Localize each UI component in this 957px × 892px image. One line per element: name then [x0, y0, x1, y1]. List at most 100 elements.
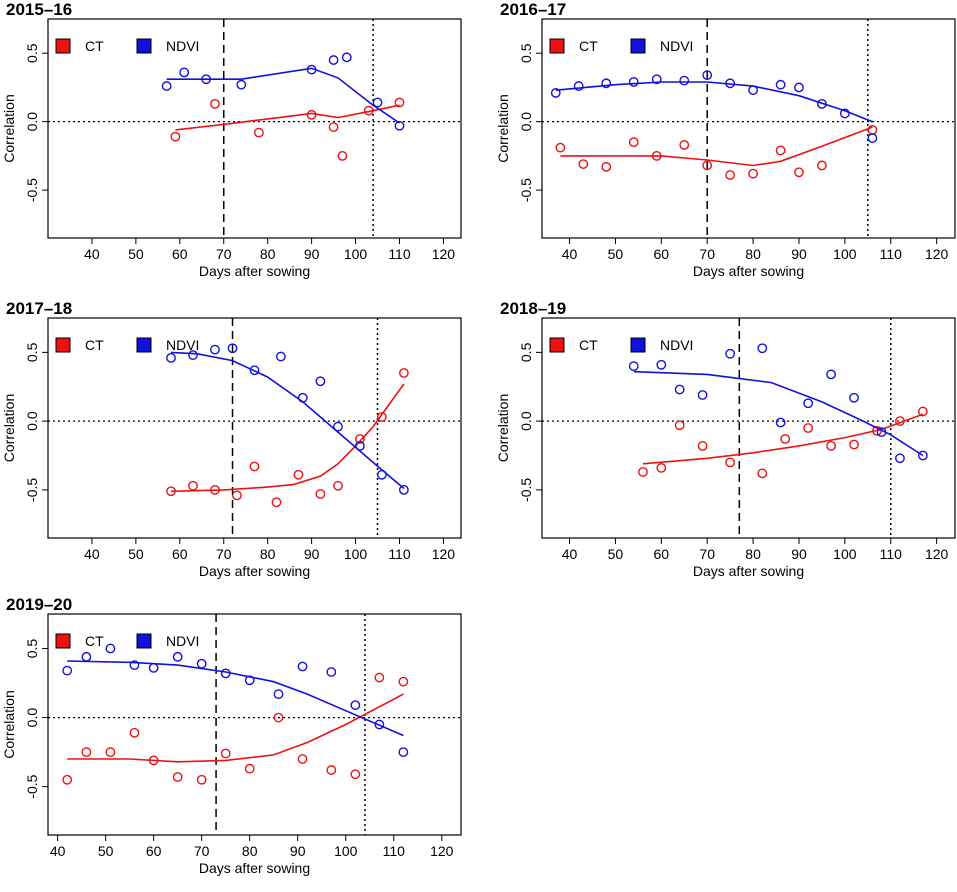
- data-point-ndvi: [697, 390, 708, 400]
- panel-4: 2018–19 40 50 60 70 80 90 100 110 120 -0.5 0.0 0.5 Da…: [495, 299, 956, 579]
- x-tick-label: 110: [388, 246, 411, 262]
- data-point-ndvi: [201, 74, 212, 85]
- x-tick-label: 100: [833, 546, 857, 562]
- y-tick-label: 0.5: [518, 43, 534, 63]
- legend-swatch-ct: [55, 337, 71, 353]
- legend-swatch-ndvi: [630, 38, 646, 54]
- data-point-ct: [220, 748, 231, 759]
- data-point-ct: [656, 462, 667, 473]
- data-point-ct: [638, 467, 648, 477]
- legend-label-ndvi: NDVI: [166, 337, 199, 353]
- x-tick-label: 120: [925, 546, 949, 562]
- data-point-ndvi: [249, 365, 260, 376]
- data-point-ct: [293, 469, 304, 480]
- data-point-ndvi: [333, 421, 343, 432]
- legend-swatch-ndvi: [136, 337, 152, 353]
- data-point-ndvi: [377, 469, 387, 480]
- data-point-ndvi: [656, 359, 667, 370]
- data-point-ndvi: [725, 78, 736, 89]
- data-point-ct: [188, 480, 198, 491]
- data-point-ndvi: [244, 675, 255, 686]
- data-point-ndvi: [355, 440, 365, 451]
- y-tick-label: 0.5: [24, 43, 40, 63]
- data-point-ndvi: [775, 417, 786, 428]
- y-axis-label: Correlation: [495, 394, 511, 462]
- x-tick-label: 50: [608, 546, 624, 562]
- x-tick-label: 40: [84, 546, 100, 562]
- data-point-ct: [794, 167, 804, 178]
- panel-3: 2017–18 40 50 60 70 80 90 100 110 120 -0.5 0.0 0.5 Da…: [1, 299, 462, 579]
- x-tick-label: 60: [654, 546, 670, 562]
- x-tick-label: 40: [562, 546, 578, 562]
- data-point-ndvi: [849, 392, 859, 403]
- x-tick-label: 100: [344, 546, 368, 562]
- x-tick-label: 70: [216, 246, 232, 262]
- x-tick-label: 100: [344, 246, 368, 262]
- x-tick-label: 90: [290, 843, 306, 859]
- data-point-ndvi: [179, 67, 190, 78]
- data-point-ndvi: [220, 668, 231, 679]
- data-point-ndvi: [398, 484, 409, 495]
- x-tick-label: 50: [128, 246, 144, 262]
- data-point-ct: [172, 772, 183, 782]
- data-point-ct: [674, 420, 685, 431]
- fit-line-ndvi: [170, 351, 405, 490]
- x-tick-label: 40: [562, 246, 578, 262]
- x-tick-label: 60: [172, 246, 188, 262]
- data-point-ndvi: [573, 81, 584, 91]
- y-tick-label: -0.5: [24, 478, 40, 502]
- data-point-ct: [210, 98, 220, 109]
- panel-title: 2015–16: [6, 0, 72, 19]
- data-point-ct: [628, 137, 639, 148]
- data-point-ct: [917, 406, 928, 417]
- data-point-ct: [725, 457, 736, 468]
- data-point-ndvi: [341, 52, 352, 63]
- data-point-ct: [297, 754, 308, 764]
- data-point-ndvi: [326, 667, 337, 677]
- fit-line-ndvi: [555, 81, 873, 123]
- data-point-ct: [129, 727, 140, 738]
- data-point-ct: [328, 122, 339, 133]
- y-tick-label: 0.0: [24, 708, 40, 728]
- legend-swatch-ndvi: [136, 633, 152, 649]
- legend-label-ct: CT: [579, 337, 598, 353]
- data-point-ct: [81, 747, 92, 758]
- data-point-ct: [249, 461, 260, 472]
- y-axis-label: Correlation: [1, 394, 17, 462]
- legend-label-ndvi: NDVI: [166, 38, 199, 54]
- x-tick-label: 80: [260, 546, 276, 562]
- fit-line-ndvi: [67, 660, 404, 737]
- x-tick-label: 90: [304, 546, 320, 562]
- data-point-ct: [757, 468, 768, 479]
- data-point-ndvi: [628, 77, 639, 87]
- data-point-ndvi: [350, 700, 361, 711]
- x-tick-label: 120: [430, 843, 454, 859]
- data-point-ct: [350, 769, 361, 780]
- data-point-ndvi: [148, 662, 159, 673]
- data-point-ct: [105, 747, 116, 758]
- panel-title: 2017–18: [6, 299, 72, 318]
- data-point-ct: [725, 170, 736, 180]
- x-tick-label: 120: [432, 246, 456, 262]
- data-point-ct: [748, 168, 758, 179]
- data-point-ndvi: [306, 64, 317, 75]
- y-axis-label: Correlation: [1, 94, 17, 162]
- plot-frame: [47, 18, 462, 239]
- data-point-ndvi: [161, 81, 172, 91]
- data-point-ct: [210, 484, 220, 495]
- x-tick-label: 90: [791, 546, 807, 562]
- legend-label-ct: CT: [85, 633, 104, 649]
- data-point-ndvi: [62, 665, 73, 676]
- data-point-ct: [337, 150, 348, 161]
- x-tick-label: 90: [791, 246, 807, 262]
- legend-label-ndvi: NDVI: [166, 633, 199, 649]
- y-tick-label: 0.5: [518, 342, 534, 362]
- data-point-ct: [697, 440, 708, 451]
- x-tick-label: 80: [242, 843, 258, 859]
- legend-label-ct: CT: [85, 337, 104, 353]
- y-tick-label: -0.5: [518, 478, 534, 502]
- x-axis-label: Days after sowing: [199, 563, 310, 579]
- data-point-ct: [651, 150, 662, 161]
- panel-title: 2019–20: [6, 595, 72, 614]
